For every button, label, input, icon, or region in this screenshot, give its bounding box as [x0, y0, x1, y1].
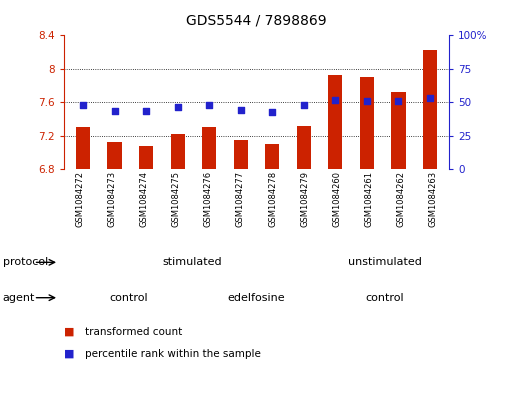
- Point: [205, 101, 213, 108]
- Text: control: control: [365, 293, 404, 303]
- Point: [331, 97, 340, 103]
- Bar: [233, 140, 248, 169]
- Text: transformed count: transformed count: [85, 327, 182, 337]
- Bar: [202, 127, 216, 169]
- Text: GSM1084262: GSM1084262: [396, 171, 405, 227]
- Text: percentile rank within the sample: percentile rank within the sample: [85, 349, 261, 359]
- Bar: [170, 134, 185, 169]
- Point: [110, 107, 119, 114]
- Text: agent: agent: [3, 293, 35, 303]
- Text: GSM1084276: GSM1084276: [204, 171, 213, 227]
- Text: GSM1084278: GSM1084278: [268, 171, 277, 227]
- Bar: [423, 50, 437, 169]
- Bar: [76, 127, 90, 169]
- Bar: [265, 144, 280, 169]
- Text: GSM1084263: GSM1084263: [428, 171, 438, 227]
- Text: edelfosine: edelfosine: [228, 293, 285, 303]
- Bar: [391, 92, 405, 169]
- Text: ■: ■: [64, 349, 74, 359]
- Text: GSM1084275: GSM1084275: [172, 171, 181, 227]
- Point: [173, 104, 182, 110]
- Text: protocol: protocol: [3, 257, 48, 267]
- Point: [236, 107, 245, 113]
- Point: [300, 101, 308, 108]
- Text: GSM1084272: GSM1084272: [75, 171, 85, 227]
- Text: ■: ■: [64, 327, 74, 337]
- Text: stimulated: stimulated: [163, 257, 222, 267]
- Text: control: control: [109, 293, 148, 303]
- Point: [79, 101, 87, 108]
- Bar: [297, 125, 311, 169]
- Bar: [108, 142, 122, 169]
- Point: [363, 97, 371, 104]
- Point: [394, 97, 403, 104]
- Point: [426, 95, 434, 101]
- Text: GDS5544 / 7898869: GDS5544 / 7898869: [186, 14, 327, 28]
- Text: GSM1084273: GSM1084273: [108, 171, 117, 227]
- Text: GSM1084274: GSM1084274: [140, 171, 149, 227]
- Point: [268, 109, 277, 115]
- Text: GSM1084277: GSM1084277: [236, 171, 245, 227]
- Bar: [139, 145, 153, 169]
- Bar: [360, 77, 374, 169]
- Text: GSM1084260: GSM1084260: [332, 171, 341, 227]
- Point: [142, 107, 150, 114]
- Bar: [328, 75, 343, 169]
- Text: GSM1084279: GSM1084279: [300, 171, 309, 227]
- Text: unstimulated: unstimulated: [348, 257, 422, 267]
- Text: GSM1084261: GSM1084261: [364, 171, 373, 227]
